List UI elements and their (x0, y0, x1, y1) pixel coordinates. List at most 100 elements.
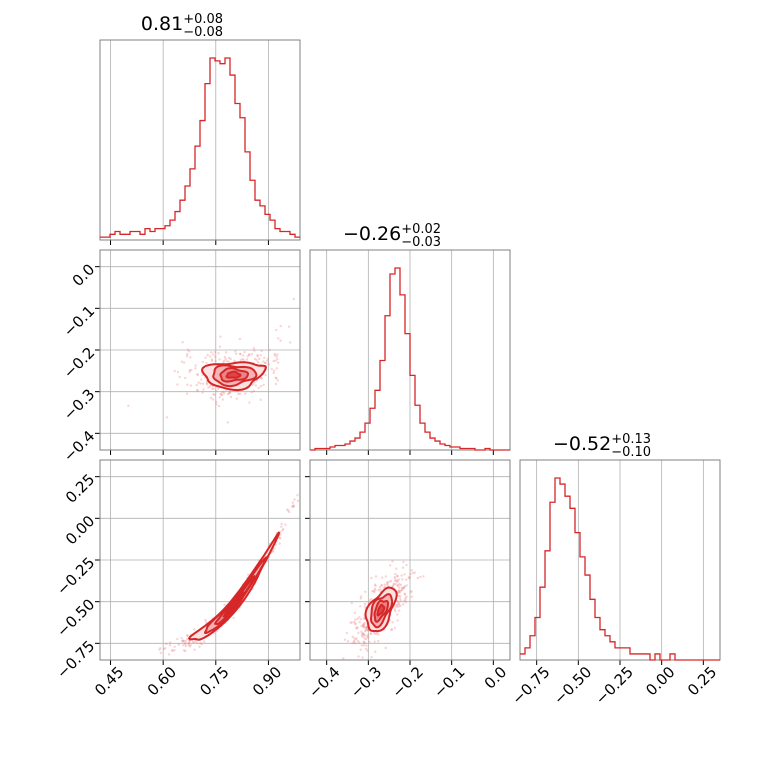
scatter-point (217, 387, 220, 391)
scatter-point (405, 578, 408, 581)
scatter-point (373, 587, 377, 590)
contour-level-4 (222, 590, 245, 618)
scatter-point (398, 591, 401, 594)
scatter-point (403, 599, 406, 602)
scatter-point (186, 634, 189, 638)
scatter-point (361, 656, 364, 659)
scatter-point (374, 575, 378, 578)
scatter-point (278, 537, 281, 540)
title-lower-error: −0.10 (611, 445, 651, 460)
scatter-point (368, 598, 372, 602)
x-tick-label: −0.75 (508, 663, 553, 708)
title-upper-error: +0.13 (611, 432, 651, 447)
x-tick-label: −0.2 (388, 663, 426, 701)
scatter-point (188, 645, 191, 648)
scatter-point (205, 383, 209, 386)
scatter-point (173, 648, 176, 652)
scatter-point (356, 659, 359, 660)
scatter-point (368, 640, 371, 644)
scatter-point (397, 594, 401, 598)
scatter-point (251, 383, 255, 386)
scatter-point (397, 602, 400, 605)
scatter-point (227, 356, 231, 360)
scatter-point (373, 583, 377, 586)
scatter-point (337, 661, 339, 663)
scatter-point (211, 353, 215, 356)
scatter-point (225, 360, 228, 363)
scatter-point (238, 337, 242, 341)
scatter-point (193, 628, 196, 631)
scatter-point (247, 353, 251, 356)
scatter-point (165, 416, 169, 419)
scatter-point (359, 618, 363, 621)
panel-frame (99, 39, 301, 241)
scatter-point (196, 373, 199, 376)
scatter-point (403, 573, 406, 576)
x-tick-label: −0.4 (305, 663, 343, 701)
scatter-point (194, 364, 197, 367)
scatter-point (389, 579, 393, 583)
scatter-point (182, 644, 185, 647)
scatter-point (257, 357, 261, 361)
scatter-point (180, 639, 184, 643)
scatter-point (363, 637, 366, 640)
scatter-point (398, 586, 401, 589)
scatter-point (358, 616, 361, 619)
scatter-point (409, 572, 412, 576)
scatter-point (219, 335, 222, 338)
scatter-point (238, 352, 242, 356)
scatter-point (242, 354, 245, 357)
scatter-point (278, 542, 281, 545)
scatter-point (402, 586, 405, 590)
scatter-point (356, 639, 360, 643)
scatter-point (265, 359, 269, 363)
scatter-point (208, 385, 211, 388)
scatter-point (218, 396, 222, 399)
scatter-point (250, 353, 254, 356)
scatter-point (167, 653, 171, 656)
scatter-point (392, 583, 396, 586)
scatter-point (409, 590, 413, 594)
scatter-point (273, 352, 276, 356)
scatter-point (184, 642, 187, 646)
scatter-point (170, 649, 174, 652)
scatter-point (328, 156, 330, 158)
scatter-point (400, 586, 404, 590)
scatter-point (280, 525, 283, 528)
scatter-point (263, 361, 267, 365)
scatter-point (363, 605, 367, 608)
scatter-point (228, 390, 231, 393)
scatter-point (182, 639, 185, 642)
scatter-point (262, 360, 265, 363)
title-lower-error: −0.08 (183, 25, 223, 40)
scatter-point (186, 633, 189, 637)
x-tick-label: 0.00 (642, 663, 678, 699)
scatter-point (364, 626, 367, 629)
scatter-point (158, 648, 161, 651)
scatter-point (298, 491, 300, 495)
scatter-point (227, 360, 230, 363)
scatter-point (211, 398, 215, 401)
scatter-point (363, 623, 366, 626)
scatter-point (279, 324, 282, 328)
scatter-point (191, 640, 195, 644)
scatter-point (381, 576, 384, 579)
scatter-point (366, 629, 370, 632)
scatter-point (171, 649, 175, 652)
scatter-point (369, 632, 373, 635)
scatter-point (403, 586, 406, 589)
scatter-point (401, 588, 404, 591)
scatter-point (357, 655, 360, 658)
scatter-point (353, 637, 356, 640)
scatter-point (214, 359, 217, 363)
scatter-point (398, 597, 402, 600)
scatter-point (180, 637, 183, 640)
panel-frame (519, 459, 721, 661)
scatter-point (277, 337, 280, 340)
scatter-point (217, 404, 221, 408)
scatter-point (266, 357, 270, 360)
scatter-point (352, 639, 356, 643)
scatter-point (218, 345, 222, 348)
scatter-point (168, 643, 172, 647)
panel-0-0: 0.81+0.08−0.08 (99, 12, 301, 245)
